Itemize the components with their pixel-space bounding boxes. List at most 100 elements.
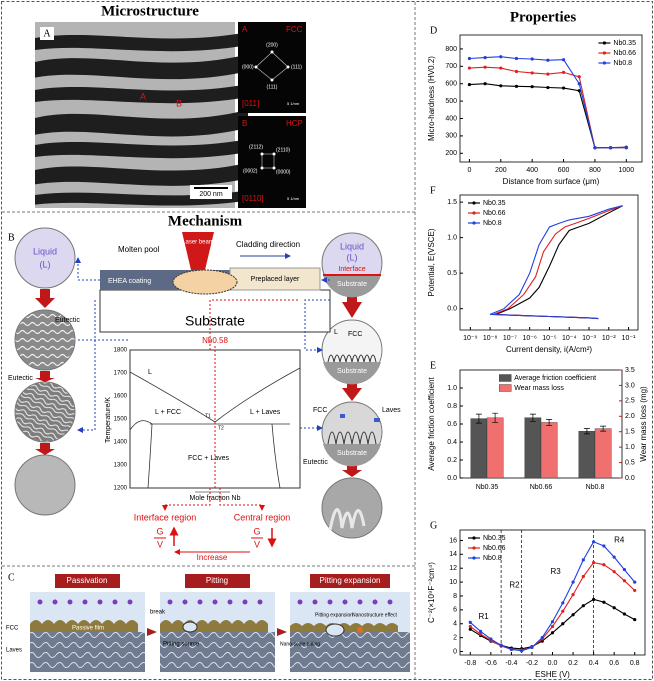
saed-phase: FCC (286, 25, 303, 34)
spot (254, 65, 258, 69)
x-tick-label: 10⁻⁷ (503, 335, 517, 342)
substrate (323, 275, 381, 298)
stage-circle (14, 454, 76, 516)
point (520, 649, 524, 653)
y-tick-label: 400 (445, 115, 457, 122)
x-tick-label: 0.6 (609, 660, 619, 667)
shape (182, 599, 188, 605)
point (483, 56, 487, 60)
point (478, 632, 483, 636)
shape (35, 371, 55, 382)
series-line (493, 205, 623, 320)
shape (182, 621, 198, 633)
shape (35, 443, 55, 455)
point (509, 647, 513, 652)
point (561, 58, 566, 62)
label: Pitting source (163, 642, 200, 648)
zone-axis: [011] (242, 99, 259, 108)
pd-ylabel: Temperature/K (105, 397, 112, 443)
laser (182, 232, 214, 270)
y-axis-label: Potential, E(VSCE) (427, 228, 436, 296)
point (499, 84, 503, 88)
gv: G (156, 526, 163, 536)
saed-phase: HCP (286, 119, 303, 128)
point (530, 71, 534, 75)
x-tick-label: 0.2 (568, 660, 578, 667)
y-tick-label: 0.2 (447, 457, 457, 464)
spot-label: (0000) (276, 169, 291, 175)
corrosion-scenes (30, 592, 410, 672)
y-tick-label: 0.4 (447, 439, 457, 446)
point (581, 604, 585, 608)
shape (97, 599, 103, 605)
shape (297, 599, 303, 605)
point (550, 631, 555, 635)
shape (30, 632, 145, 672)
legend-label: Average friction coefficient (514, 375, 596, 382)
point (468, 620, 472, 624)
point (622, 579, 627, 583)
point (561, 622, 565, 626)
x-tick-label: -0.6 (485, 660, 497, 667)
point (468, 627, 472, 631)
shape (37, 599, 43, 605)
y2-tick-label: 3.0 (625, 382, 635, 389)
shape (67, 599, 73, 605)
shape (127, 599, 133, 605)
shape (342, 599, 348, 605)
label: Nano-scale pitting (280, 641, 320, 647)
coating-label: EHEA coating (108, 278, 151, 285)
dendrites (327, 354, 377, 363)
point (483, 65, 487, 69)
x-tick-label: 10⁻⁵ (542, 335, 556, 342)
point (633, 588, 637, 593)
spot-label: (2112) (249, 144, 263, 150)
y-tick-label: 6 (453, 607, 457, 614)
section-title: Microstructure (101, 3, 199, 19)
point (602, 544, 606, 548)
bar (524, 417, 542, 479)
spot-label: (111) (267, 84, 278, 90)
shape (209, 299, 300, 350)
bar (540, 422, 558, 479)
panel-label: F (430, 185, 436, 196)
shape (325, 623, 345, 637)
bar (486, 417, 504, 479)
y-tick-label: 8 (453, 593, 457, 600)
y2-tick-label: 2.5 (625, 398, 635, 405)
legend-marker (472, 201, 476, 205)
point (489, 637, 493, 641)
x-tick-label: 10⁻³ (582, 335, 596, 342)
molten-pool (172, 269, 238, 295)
saed-label: B (242, 119, 247, 128)
error-bar (546, 419, 553, 426)
x-tick-label: Nb0.35 (476, 484, 499, 491)
y-tick-label: 0.0 (447, 475, 457, 482)
y-tick-label: 10 (449, 579, 457, 586)
point (593, 146, 597, 150)
point (612, 606, 616, 610)
point (612, 570, 616, 574)
label: FCC (6, 626, 19, 632)
legend-label: Nb0.8 (483, 220, 502, 227)
point (633, 617, 637, 622)
point (602, 563, 606, 567)
shape (37, 599, 393, 605)
shape (129, 367, 301, 423)
stage-circle (14, 309, 76, 371)
shape (277, 628, 287, 636)
region-name: Central region (234, 512, 291, 522)
legend-marker (602, 61, 607, 65)
x-tick-label: Nb0.8 (586, 484, 605, 491)
y2-tick-label: 0.5 (625, 459, 635, 466)
x-tick-label: -0.2 (526, 660, 538, 667)
series-line (469, 66, 627, 149)
legend-label: Wear mass loss (514, 385, 564, 392)
stage-circle (14, 227, 76, 289)
microstructure-sketch (328, 508, 366, 531)
y-tick-label: 0 (453, 648, 457, 655)
section-title: Properties (510, 9, 577, 25)
annotation: R4 (614, 536, 625, 545)
point (561, 609, 565, 613)
shape (342, 381, 362, 401)
